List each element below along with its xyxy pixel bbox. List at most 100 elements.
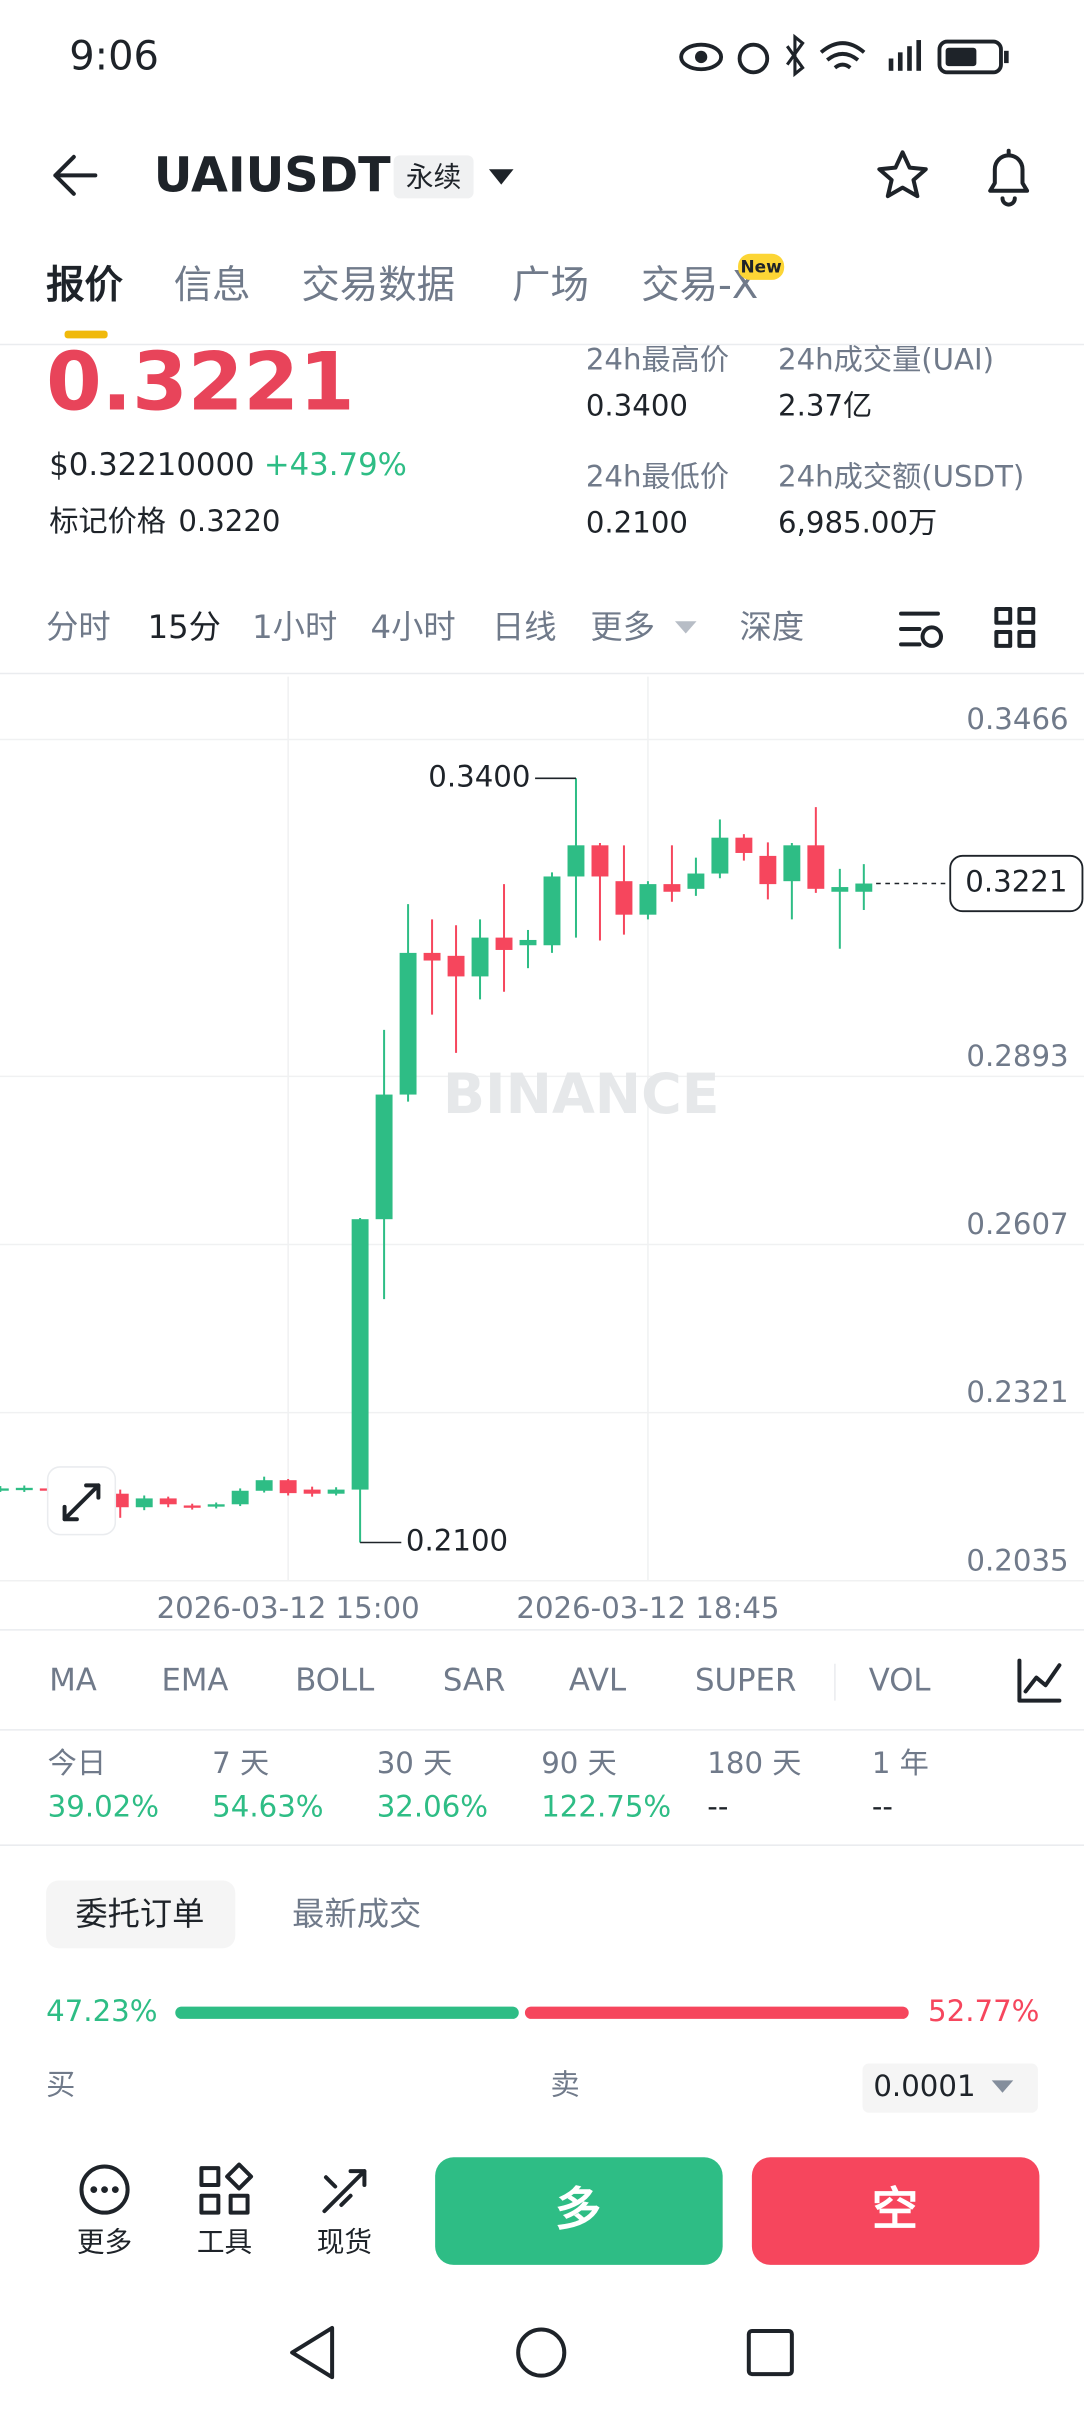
candle-body [351,1219,369,1490]
tab-bar: 报价 信息 交易数据 广场 交易-X [46,263,758,308]
candle-body [255,1480,273,1491]
candle-body [279,1480,297,1494]
buy-ratio: 47.23% [46,1994,157,2028]
period-change: 122.75% [541,1789,671,1823]
candle-body [663,884,681,892]
symbol-dropdown[interactable] [488,169,514,185]
candle-body [303,1489,321,1494]
nav-recents[interactable] [746,2329,794,2377]
tab[interactable]: 广场 [512,263,589,308]
x-tick-label: 2026-03-12 18:45 [516,1591,779,1625]
favorite-button[interactable] [877,150,928,199]
interval[interactable]: 1小时 [252,608,337,646]
mark-price: 标记价格 0.3220 [49,504,280,538]
usd-price-value: $0.32210000 [49,446,254,482]
mark-price-value: 0.3220 [178,504,280,538]
interval[interactable]: 深度 [740,608,805,646]
orderbook-tab[interactable]: 委托订单 [75,1895,204,1933]
back-button[interactable] [53,154,98,196]
sell-label: 卖 [550,2068,579,2102]
action-label: 更多 [77,2225,132,2258]
candle-body [567,845,585,877]
tools-icon[interactable] [199,2162,254,2215]
y-tick-label: 0.3466 [966,702,1068,736]
interval[interactable]: 更多 [590,608,655,646]
y-tick-label: 0.2035 [966,1543,1068,1577]
interval[interactable]: 分时 [46,608,111,646]
period-change: -- [707,1789,728,1823]
more-dropdown [675,621,697,634]
stat-label: 24h最高价 [586,342,729,376]
symbol: UAIUSDT [154,148,391,203]
precision: 0.0001 [873,2069,975,2103]
last-price-label: 0.3221 [965,865,1067,899]
nav-back[interactable] [290,2325,335,2380]
candle-body [0,1488,9,1491]
candle-body [423,952,441,961]
spot-icon[interactable] [322,2169,367,2214]
tab[interactable]: 信息 [174,263,251,308]
candle-body [591,845,609,877]
candle-body [207,1504,225,1507]
layout-button[interactable] [994,606,1036,648]
interval[interactable]: 4小时 [371,608,456,646]
precision-dropdown [991,2080,1014,2093]
sell-bar [524,2006,909,2019]
stat-label: 24h最低价 [586,459,729,493]
indicator[interactable]: MA [49,1663,97,1699]
candle-body [711,837,729,874]
candle-body [759,855,777,885]
tab[interactable]: 交易数据 [301,263,455,308]
candle-body [495,937,513,950]
period-change: 39.02% [48,1789,159,1823]
interval[interactable]: 日线 [492,608,557,646]
indicator[interactable]: EMA [161,1663,228,1699]
new-badge [738,253,785,280]
tab[interactable]: 报价 [46,263,123,308]
candle-body [807,845,825,889]
more-dots [90,2186,119,2193]
indicator[interactable]: SUPER [695,1663,796,1699]
long-button[interactable] [435,2157,723,2265]
usd-price: $0.32210000 +43.79% [49,446,407,482]
interval[interactable]: 15分 [148,608,221,646]
alert-button[interactable] [988,148,1030,207]
chart-settings[interactable] [899,611,944,648]
high-marker-label: 0.3400 [428,759,530,793]
candlestick-chart: 2026-03-12 15:00 2026-03-12 18:45 BINANCE 0… [0,676,1084,1625]
precision-select[interactable] [862,2063,1038,2113]
orderbook-tab[interactable]: 最新成交 [292,1895,421,1933]
stat-value: 2.37亿 [778,389,872,423]
stat-value: 0.2100 [586,505,688,539]
candle-body [783,845,801,882]
nav-home[interactable] [516,2327,567,2378]
interval-bar: 分时 15分 1小时 4小时 日线 更多 深度 [46,608,804,646]
candle-body [327,1489,345,1494]
indicator-bar: MA EMA BOLL SAR AVL SUPER VOL [49,1663,930,1699]
more-icon[interactable] [79,2164,130,2215]
indicator-settings[interactable] [1017,1658,1062,1703]
candle-body [639,884,657,915]
candle-body [735,837,753,853]
candle-body [519,939,537,946]
indicator[interactable]: SAR [443,1663,506,1699]
period-label: 180 天 [707,1746,801,1780]
period-change: 32.06% [377,1789,488,1823]
candle-body [231,1490,249,1505]
indicator[interactable]: VOL [869,1663,931,1699]
candle-body [447,955,465,977]
stat-label: 24h成交额(USDT) [778,459,1024,493]
y-tick-label: 0.2321 [966,1375,1068,1409]
candle-body [135,1498,153,1508]
status-time: 9:06 [69,33,159,79]
period-label: 7 天 [212,1746,269,1780]
candle-body [183,1505,201,1508]
price-change: +43.79% [264,446,407,482]
buy-label: 买 [46,2068,75,2102]
indicator[interactable]: BOLL [295,1663,374,1699]
indicator[interactable]: AVL [569,1663,626,1699]
short-button[interactable] [751,2157,1040,2265]
candle-body [855,883,873,892]
expand-button[interactable] [46,1466,117,1536]
